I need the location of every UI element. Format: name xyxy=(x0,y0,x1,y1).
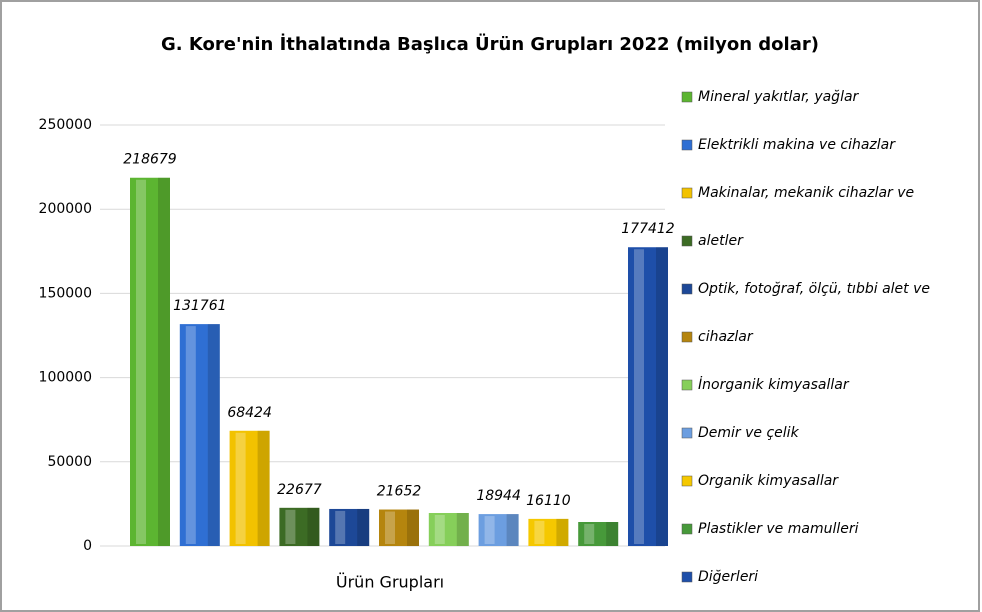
bar-shade xyxy=(456,512,469,546)
data-label: 68424 xyxy=(227,405,272,421)
bar-shade xyxy=(158,177,170,546)
bar-shine xyxy=(584,524,595,544)
x-axis-title: Ürün Grupları xyxy=(336,573,444,592)
legend-label: Elektrikli makina ve cihazlar xyxy=(698,137,896,153)
bar xyxy=(179,324,220,546)
legend-swatch xyxy=(681,283,693,295)
legend-swatch xyxy=(681,523,693,535)
bar xyxy=(628,247,668,546)
bar-shade xyxy=(606,522,619,546)
bar-shade xyxy=(257,430,270,546)
bar-shade xyxy=(656,247,668,546)
bar-shine xyxy=(434,514,445,544)
bar xyxy=(578,522,619,546)
legend-label: cihazlar xyxy=(698,329,754,345)
bar xyxy=(229,430,270,546)
bar-shade xyxy=(556,518,569,546)
data-label: 218679 xyxy=(123,152,177,168)
y-tick-label: 250000 xyxy=(39,117,92,133)
bar xyxy=(478,514,519,546)
y-tick-label: 50000 xyxy=(47,454,92,470)
y-tick-label: 200000 xyxy=(39,201,92,217)
bar-shine xyxy=(534,520,545,544)
legend-swatch xyxy=(681,571,693,583)
bar xyxy=(130,177,170,546)
legend-label: aletler xyxy=(698,233,744,249)
bar-shade xyxy=(407,509,419,546)
legend-label: Demir ve çelik xyxy=(698,425,800,441)
y-tick-label: 100000 xyxy=(39,370,92,386)
y-tick-label: 150000 xyxy=(39,285,92,301)
data-label: 177412 xyxy=(621,221,675,237)
data-label: 18944 xyxy=(476,488,521,504)
data-label: 22677 xyxy=(277,482,322,498)
bar-shine xyxy=(285,509,296,544)
bar xyxy=(329,508,370,546)
bar-shine xyxy=(484,516,495,544)
bar-shine xyxy=(335,510,346,544)
data-label: 21652 xyxy=(377,484,422,500)
legend-swatch xyxy=(681,235,693,247)
legend-label: Optik, fotoğraf, ölçü, tıbbi alet ve xyxy=(698,281,930,297)
bar xyxy=(528,518,569,546)
bar-shine xyxy=(385,511,395,544)
bar-shade xyxy=(207,324,220,546)
legend-swatch xyxy=(681,187,693,199)
data-label: 16110 xyxy=(526,493,571,509)
legend-swatch xyxy=(681,331,693,343)
bar xyxy=(279,507,320,546)
bar-shine xyxy=(634,249,644,544)
bar xyxy=(379,509,419,546)
legend-label: İnorganik kimyasallar xyxy=(698,375,850,393)
legend-swatch xyxy=(681,91,693,103)
bar-shade xyxy=(506,514,519,546)
bar-shine xyxy=(185,326,196,544)
legend-swatch xyxy=(681,379,693,391)
data-label: 131761 xyxy=(173,298,226,314)
y-tick-label: 0 xyxy=(83,538,92,554)
legend-swatch xyxy=(681,139,693,151)
legend-swatch xyxy=(681,427,693,439)
bar-shine xyxy=(235,432,246,544)
chart-title: G. Kore'nin İthalatında Başlıca Ürün Gru… xyxy=(161,33,819,55)
legend-label: Plastikler ve mamulleri xyxy=(698,521,859,537)
bar-shine xyxy=(136,179,146,544)
bar-shade xyxy=(357,508,370,546)
bar xyxy=(428,512,469,546)
legend-label: Diğerleri xyxy=(698,569,758,585)
legend-swatch xyxy=(681,475,693,487)
legend-label: Organik kimyasallar xyxy=(698,473,839,489)
legend-label: Mineral yakıtlar, yağlar xyxy=(698,89,860,105)
bar-shade xyxy=(307,507,320,546)
legend-label: Makinalar, mekanik cihazlar ve xyxy=(698,185,914,201)
